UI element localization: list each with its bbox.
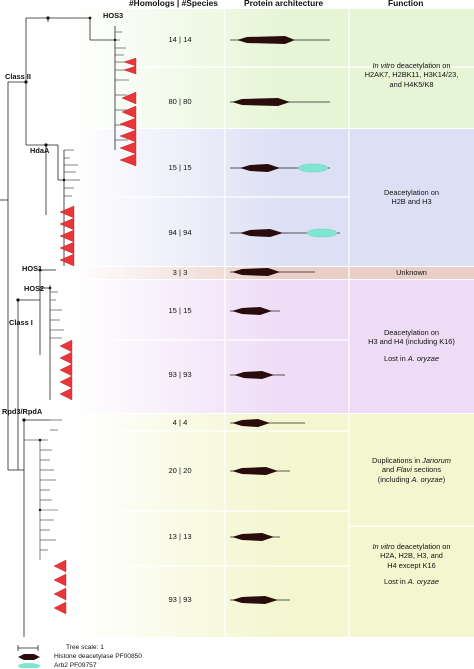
function-hos2: Deacetylation on H3 and H4 (including K1… [349, 328, 474, 363]
function-text: H2AK7, H2BK11, H3K14/23, [364, 70, 459, 80]
function-hos1: Unknown [349, 268, 474, 277]
band-hos2 [0, 280, 474, 413]
function-text: A. oryzae [407, 577, 440, 587]
function-text: Deacetylation on [383, 328, 440, 337]
header-protein-architecture: Protein architecture [244, 0, 324, 8]
row-counts: 80 | 80 [168, 97, 192, 106]
function-text: ) [442, 474, 446, 484]
band-hos3 [0, 9, 474, 128]
function-rpd3: In vitro deacetylation on H2A, H2B, H3, … [349, 542, 474, 587]
clade-label-hos3: HOS3 [103, 11, 124, 20]
legend-arb2: Arb2 PF09757 [54, 662, 97, 669]
function-text: and [381, 465, 397, 475]
function-hos3: In vitro deacetylation on H2AK7, H2BK11,… [349, 61, 474, 89]
function-text: Flavi [396, 465, 412, 475]
function-text: A. oryzae [407, 353, 440, 363]
function-text: (including [377, 474, 412, 484]
function-text: H3 and H4 (including K16) [368, 337, 455, 347]
function-text: A. oryzae [411, 474, 443, 484]
row-counts: 15 | 15 [168, 306, 192, 315]
clade-label-hdaa: HdaA [30, 146, 50, 155]
row-counts: 15 | 15 [168, 163, 192, 172]
function-text: In vitro [372, 61, 395, 70]
row-counts: 94 | 94 [168, 228, 192, 237]
function-hdaa: Deacetylation on H2B and H3 [349, 188, 474, 207]
header-function: Function [388, 0, 424, 8]
function-text: Duplications in [372, 456, 423, 465]
function-text: and H4K5/K8 [389, 79, 434, 89]
arb2-domain-glyphs [297, 163, 338, 238]
function-duplications: Duplications in Janorum and Flavi sectio… [349, 456, 474, 484]
row-counts: 14 | 14 [168, 35, 192, 44]
clade-label-class1: Class I [9, 318, 33, 327]
legend-hdac: Histone deacetylase PF00850 [54, 653, 142, 660]
row-counts: 93 | 93 [168, 595, 192, 604]
clade-label-rpd3: Rpd3/RpdA [2, 407, 43, 416]
clade-label-hos1: HOS1 [22, 264, 43, 273]
function-text: deacetylation on [394, 61, 451, 70]
hdac-domain-glyphs [232, 36, 295, 604]
function-text: Janorum [422, 456, 451, 465]
function-text: In vitro [372, 542, 395, 551]
row-counts: 4 | 4 [172, 418, 188, 427]
row-counts: 13 | 13 [168, 532, 192, 541]
function-text: Deacetylation on [383, 188, 440, 197]
function-text: Lost in [383, 353, 408, 363]
row-counts: 20 | 20 [168, 466, 192, 475]
function-text: H2A, H2B, H3, and [380, 551, 443, 561]
clade-label-class2: Class II [5, 72, 31, 81]
function-text: Unknown [396, 268, 427, 277]
clade-label-hos2: HOS2 [24, 284, 45, 293]
function-text: sections [411, 465, 442, 475]
legend-tree-scale: Tree scale: 1 [66, 644, 104, 651]
function-text: deacetylation on [394, 542, 451, 551]
function-text: Lost in [383, 577, 408, 587]
row-counts: 3 | 3 [172, 268, 188, 277]
row-counts: 93 | 93 [168, 370, 192, 379]
header-homologs-species: #Homologs | #Species [129, 0, 218, 8]
function-text: H4 except K16 [387, 560, 436, 570]
function-text: H2B and H3 [391, 197, 432, 207]
